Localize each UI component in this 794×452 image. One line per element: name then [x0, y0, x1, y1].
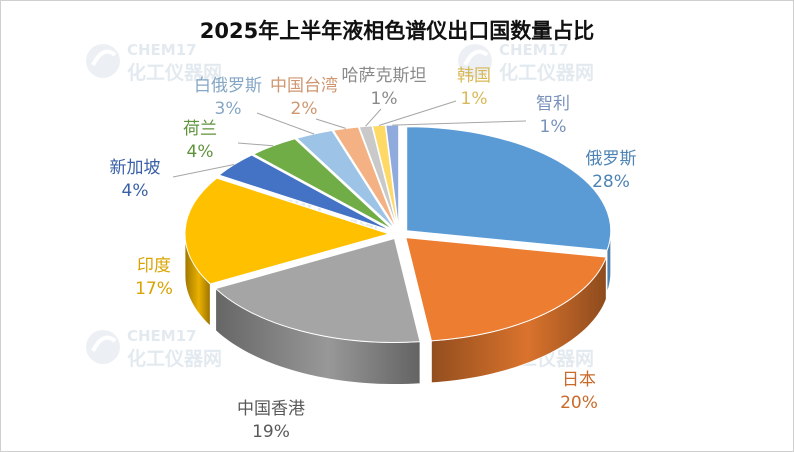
- leader-line: [365, 108, 382, 127]
- watermark-name: 化工仪器网: [127, 61, 222, 84]
- pie-slices: [184, 124, 612, 343]
- leader-line: [378, 100, 457, 126]
- slice-label: 哈萨克斯坦: [342, 66, 427, 86]
- slice-label: 日本: [562, 370, 596, 390]
- slice-label: 俄罗斯: [586, 149, 637, 169]
- pie-slice: [184, 177, 391, 285]
- chart-title: 2025年上半年液相色谱仪出口国数量占比: [199, 19, 595, 43]
- slice-label: 新加坡: [110, 158, 161, 178]
- watermark-name: 化工仪器网: [127, 347, 222, 370]
- pie-slice: [214, 237, 421, 343]
- leader-line: [256, 112, 315, 135]
- watermark-name: 化工仪器网: [499, 61, 594, 84]
- leader-line: [315, 118, 346, 129]
- slice-label: 印度: [137, 256, 171, 276]
- slice-value-label: 1%: [540, 117, 567, 137]
- slice-value-label: 3%: [215, 99, 242, 119]
- watermark-logo: CHEM17 化工仪器网: [458, 41, 594, 84]
- slice-label: 韩国: [457, 66, 491, 86]
- slice-label: 白俄罗斯: [194, 76, 262, 96]
- leader-line: [237, 142, 274, 147]
- slice-value-label: 4%: [122, 181, 149, 201]
- pie-slice: [371, 124, 399, 230]
- slice-labels: 俄罗斯 28% 日本 20% 中国香港 19% 印度 17% 新加坡 4% 荷兰 4% 白俄罗斯 3% 中国…: [110, 66, 637, 442]
- leader-line: [392, 120, 527, 126]
- slice-value-label: 19%: [252, 422, 290, 442]
- leader-lines: [172, 100, 527, 178]
- pie-slice: [406, 126, 612, 251]
- slice-label: 中国香港: [237, 399, 305, 419]
- leader-line: [172, 164, 235, 178]
- slice-value-label: 17%: [135, 279, 173, 299]
- slice-label: 中国台湾: [270, 76, 338, 96]
- watermark-logo: CHEM17 化工仪器网: [86, 327, 222, 370]
- watermark-logo: CHEM17 化工仪器网: [86, 41, 222, 84]
- slice-label: 荷兰: [183, 119, 217, 139]
- watermark-brand: CHEM17: [127, 41, 197, 59]
- pie-slice: [218, 154, 392, 232]
- slice-value-label: 20%: [560, 393, 598, 413]
- slice-value-label: 2%: [291, 99, 318, 119]
- pie-slice: [252, 138, 394, 231]
- slice-value-label: 1%: [371, 89, 398, 109]
- pie-slice: [405, 237, 607, 342]
- slice-value-label: 28%: [592, 172, 630, 192]
- slice-value-label: 1%: [461, 89, 488, 109]
- watermark-brand: CHEM17: [127, 327, 197, 345]
- slice-value-label: 4%: [187, 142, 214, 162]
- slice-label: 智利: [536, 94, 570, 114]
- watermark-brand: CHEM17: [499, 41, 569, 59]
- pie-slice: [358, 125, 398, 230]
